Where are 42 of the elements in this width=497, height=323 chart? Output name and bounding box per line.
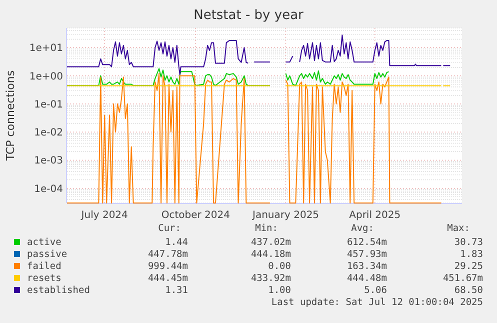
chart-title: Netstat - by year [194, 8, 304, 23]
y-tick-label: 1e+00 [29, 71, 63, 82]
text: 451.67m [442, 273, 484, 284]
text: 444.18m [250, 249, 292, 260]
y-tick-label: 1e+01 [29, 43, 63, 54]
text: 433.92m [250, 273, 292, 284]
y-tick-label: 1e-01 [34, 99, 63, 110]
y-tick-label: 1e-02 [34, 128, 63, 139]
text: 163.34m [346, 261, 388, 272]
text: Min: [255, 223, 278, 234]
text: 444.45m [148, 273, 188, 284]
legend-label: resets [27, 273, 62, 284]
x-tick-label: January 2025 [252, 210, 320, 221]
text: 68.50 [454, 285, 484, 296]
x-tick-label: April 2025 [349, 210, 401, 221]
y-tick-label: 1e-04 [34, 184, 63, 195]
x-tick-label: October 2024 [161, 210, 230, 221]
legend-label: passive [27, 249, 68, 260]
text: 1.44 [165, 237, 188, 248]
text: 612.54m [346, 237, 388, 248]
text: 457.93m [346, 249, 388, 260]
text: 29.25 [454, 261, 483, 272]
text: 444.48m [346, 273, 388, 284]
legend-label: failed [27, 261, 62, 272]
text: Avg: [351, 223, 374, 234]
text: 1.83 [460, 249, 483, 260]
text: Cur: [158, 223, 181, 234]
text: 30.73 [454, 237, 483, 248]
text: Max: [447, 223, 470, 234]
text: 999.44m [148, 261, 188, 272]
text: 447.78m [148, 249, 188, 260]
y-axis-title: TCP connections [4, 70, 17, 162]
text: 1.00 [268, 285, 292, 296]
legend-label: established [27, 285, 90, 296]
x-tick-label: July 2024 [80, 210, 128, 221]
text: 5.06 [364, 285, 388, 296]
legend-label: active [27, 237, 62, 248]
y-tick-label: 1e-03 [34, 156, 63, 167]
text: 437.02m [250, 237, 292, 248]
text: Last update: Sat Jul 12 01:00:04 2025 [271, 297, 483, 308]
text: 0.00 [268, 261, 292, 272]
text: 1.31 [165, 285, 188, 296]
